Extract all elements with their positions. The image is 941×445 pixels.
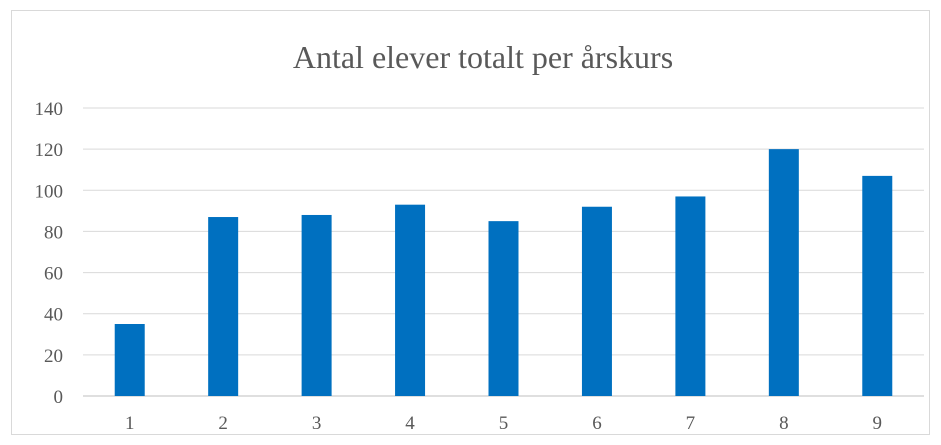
y-tick-label-40: 40 [44,305,63,326]
y-tick-label-60: 60 [44,264,63,285]
bar-2 [208,217,239,396]
y-tick-label-0: 0 [54,387,64,408]
x-tick-label-9: 9 [873,413,883,434]
x-tick-label-4: 4 [405,413,415,434]
x-tick-label-2: 2 [218,413,228,434]
y-tick-label-80: 80 [44,222,63,243]
x-tick-label-5: 5 [499,413,509,434]
bar-7 [675,196,706,396]
y-tick-label-100: 100 [35,181,64,202]
bar-6 [581,206,612,396]
bar-5 [488,221,519,396]
y-tick-label-120: 120 [35,140,64,161]
bar-3 [301,214,332,396]
bar-9 [862,175,893,396]
bar-8 [768,149,799,396]
bar-4 [395,204,426,396]
bars [114,149,893,396]
y-tick-label-20: 20 [44,346,63,367]
bar-1 [114,324,145,396]
x-tick-label-8: 8 [779,413,789,434]
x-tick-label-1: 1 [125,413,135,434]
y-axis-ticks: 0 20 40 60 80 100 120 140 [35,99,64,408]
x-axis-ticks: 1 2 3 4 5 6 7 8 9 [125,413,882,434]
chart-title: Antal elever totalt per årskurs [293,39,673,75]
x-tick-label-6: 6 [592,413,602,434]
x-tick-label-7: 7 [686,413,696,434]
y-tick-label-140: 140 [35,99,64,120]
x-tick-label-3: 3 [312,413,322,434]
